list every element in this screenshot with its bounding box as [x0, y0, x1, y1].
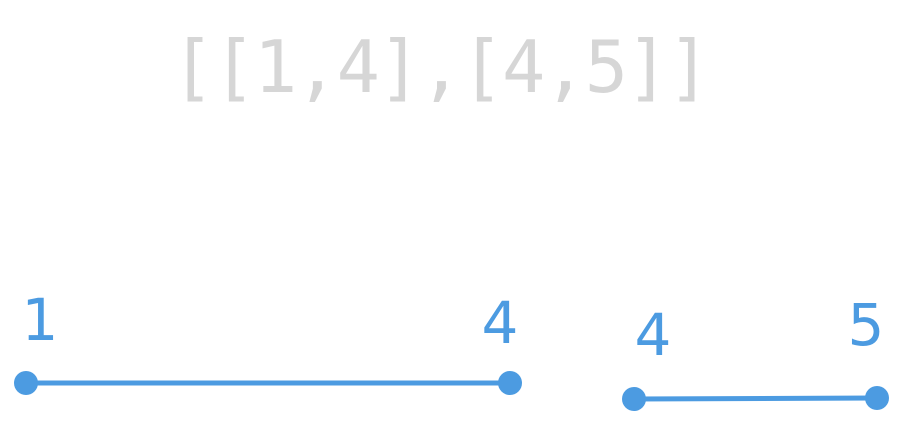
interval-1-start-point [14, 371, 38, 395]
interval-2-segment [631, 395, 880, 402]
interval-2: 4 5 [622, 291, 889, 411]
interval-2-end-label: 5 [848, 291, 885, 359]
interval-2-start-point [622, 387, 646, 411]
interval-1: 1 4 [14, 286, 522, 395]
intervals-title: [[1,4],[4,5]] [171, 25, 709, 109]
interval-2-end-point [865, 386, 889, 410]
interval-1-end-point [498, 371, 522, 395]
interval-1-end-label: 4 [482, 289, 519, 357]
interval-2-start-label: 4 [635, 301, 672, 369]
interval-1-start-label: 1 [22, 286, 59, 354]
